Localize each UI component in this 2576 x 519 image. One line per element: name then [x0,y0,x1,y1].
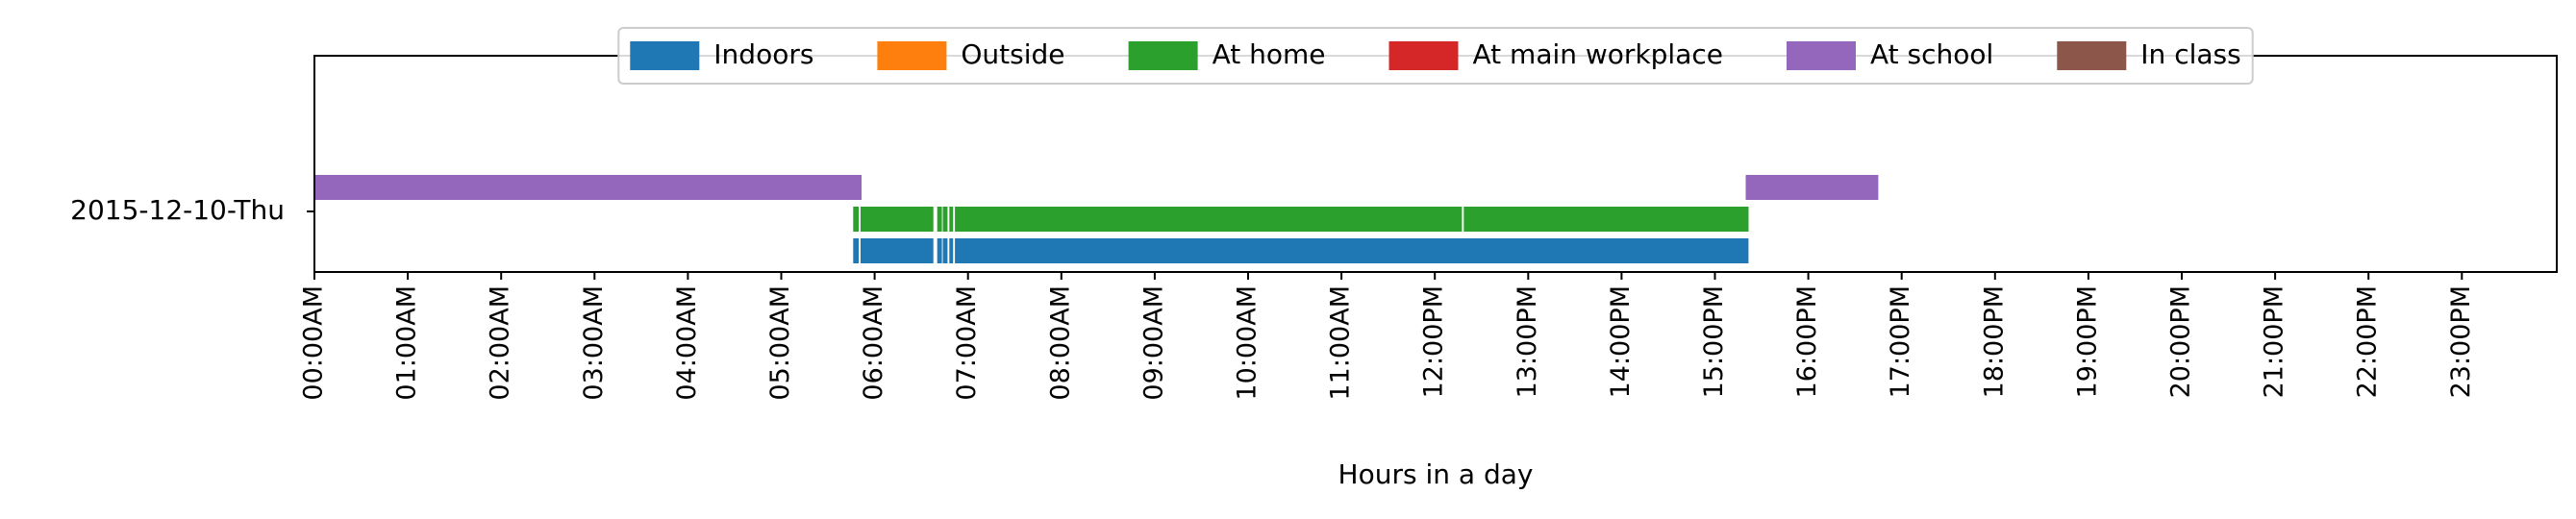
x-tick-label: 04:00AM [672,285,702,401]
interval-bar [942,238,948,263]
legend-swatch [630,41,700,70]
x-tick-label: 09:00AM [1138,285,1168,401]
legend-label: In class [2140,38,2240,70]
legend-label: At school [1870,38,1993,70]
x-tick-label: 17:00PM [1886,285,1915,398]
x-tick-label: 07:00AM [952,285,982,401]
interval-bar [861,207,934,232]
interval-bar [853,207,860,232]
x-tick-label: 10:00AM [1233,285,1263,401]
x-tick-label: 11:00AM [1326,285,1356,401]
x-axis: 00:00AM 01:00AM 02:00AM 03:00AM 04:00AM 05:00… [299,272,2476,401]
interval-bar [861,238,934,263]
x-tick-label: 21:00PM [2260,285,2289,398]
legend-swatch [1128,41,1198,70]
interval-bar [937,238,942,263]
legend-label: Outside [961,38,1064,70]
x-tick-label: 02:00AM [486,285,515,401]
interval-bar [949,238,954,263]
x-tick-label: 23:00PM [2446,285,2476,398]
interval-bar [853,238,860,263]
x-tick-label: 14:00PM [1606,285,1636,398]
x-axis-label: Hours in a day [1338,458,1534,490]
interval-bar [955,238,1749,263]
interval-bar [937,207,942,232]
x-tick-label: 22:00PM [2353,285,2383,398]
interval-bar [1745,175,1879,200]
legend-swatch [1388,41,1459,70]
interval-bar [1463,207,1749,232]
x-tick-label: 12:00PM [1419,285,1449,398]
legend-swatch [1787,41,1856,70]
x-tick-label: 03:00AM [579,285,609,401]
legend: Indoors Outside At home At main workplace At… [617,27,2254,85]
legend-label: Indoors [713,38,813,70]
legend-swatch [877,41,947,70]
y-axis: 2015-12-10-Thu [70,194,314,226]
x-tick-label: 00:00AM [299,285,329,401]
x-tick-label: 08:00AM [1045,285,1075,401]
x-tick-label: 19:00PM [2072,285,2102,398]
interval-bar [949,207,954,232]
x-tick-label: 18:00PM [1979,285,2009,398]
x-tick-label: 20:00PM [2166,285,2196,398]
interval-bar [955,207,1463,232]
x-tick-label: 13:00PM [1513,285,1542,398]
legend-swatch [2057,41,2127,70]
x-tick-label: 06:00AM [859,285,888,401]
x-tick-label: 16:00PM [1792,285,1822,398]
interval-bars [314,175,1879,263]
legend-label: At main workplace [1473,38,1724,70]
x-tick-label: 01:00AM [392,285,422,401]
x-tick-label: 05:00AM [765,285,795,401]
legend-label: At home [1213,38,1326,70]
x-tick-label: 15:00PM [1699,285,1729,398]
y-tick-label: 2015-12-10-Thu [70,194,285,226]
interval-bar [942,207,948,232]
interval-bar [314,175,862,200]
